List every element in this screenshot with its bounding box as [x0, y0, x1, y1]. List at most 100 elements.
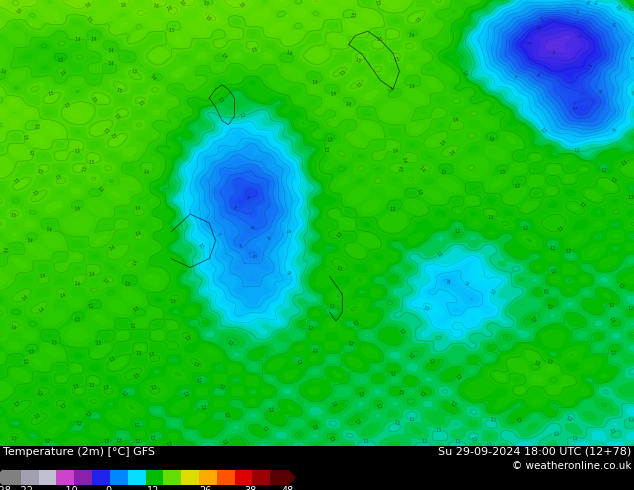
- Text: 13: 13: [148, 351, 157, 358]
- Text: 13: 13: [628, 195, 634, 200]
- Text: 14: 14: [149, 74, 157, 82]
- Text: 12: 12: [449, 400, 457, 408]
- Text: 10: 10: [539, 126, 547, 135]
- Text: -3: -3: [550, 50, 556, 55]
- Text: 10: 10: [197, 242, 205, 250]
- Text: 10: 10: [422, 305, 430, 312]
- Text: 12: 12: [328, 304, 336, 310]
- Bar: [39, 470, 56, 485]
- Text: 14: 14: [439, 139, 448, 147]
- Text: 12: 12: [226, 339, 235, 347]
- Text: 2: 2: [571, 105, 576, 109]
- Text: 12: 12: [219, 384, 226, 391]
- Text: 13: 13: [487, 136, 495, 143]
- Text: 14: 14: [108, 48, 115, 53]
- Text: 12: 12: [566, 248, 573, 254]
- Text: 14: 14: [135, 205, 141, 211]
- Text: 14: 14: [400, 156, 406, 164]
- Text: 13: 13: [336, 230, 344, 239]
- Text: 14: 14: [418, 166, 426, 174]
- Text: 13: 13: [335, 266, 342, 273]
- Text: 13: 13: [498, 170, 506, 175]
- Text: 13: 13: [13, 400, 22, 408]
- Text: 12: 12: [609, 317, 618, 324]
- Text: 11: 11: [573, 148, 580, 153]
- Text: 11: 11: [408, 417, 415, 422]
- Text: 12: 12: [546, 304, 553, 311]
- Text: -10: -10: [63, 487, 79, 490]
- Text: 13: 13: [74, 317, 82, 323]
- Text: 16: 16: [177, 0, 185, 7]
- Text: 13: 13: [133, 306, 141, 313]
- Text: 14: 14: [9, 324, 16, 331]
- Text: 13: 13: [415, 188, 422, 196]
- Text: 11: 11: [489, 417, 496, 423]
- Text: 16: 16: [166, 4, 174, 11]
- Text: 15: 15: [351, 11, 358, 19]
- Text: 15: 15: [110, 132, 119, 140]
- Text: 16: 16: [152, 3, 160, 9]
- Text: 13: 13: [170, 299, 177, 305]
- Text: 11: 11: [627, 5, 634, 12]
- Text: 14: 14: [21, 294, 30, 302]
- Text: 11: 11: [454, 439, 461, 444]
- Text: 12: 12: [608, 302, 615, 308]
- Text: 14: 14: [60, 70, 68, 77]
- Text: 14: 14: [133, 259, 139, 267]
- Text: 13: 13: [123, 281, 131, 288]
- Text: 12: 12: [223, 412, 229, 419]
- Text: 14: 14: [408, 32, 415, 40]
- Text: 12: 12: [376, 403, 384, 410]
- Text: 16: 16: [16, 6, 24, 14]
- Text: 13: 13: [620, 159, 628, 167]
- Text: 15: 15: [354, 57, 362, 64]
- Text: 6: 6: [611, 22, 616, 27]
- Text: 15: 15: [36, 169, 44, 176]
- Text: 12: 12: [391, 371, 398, 377]
- Text: 12: 12: [550, 246, 557, 251]
- Text: 15: 15: [131, 68, 138, 75]
- Text: 0: 0: [536, 25, 541, 31]
- Text: 13: 13: [150, 385, 158, 391]
- Text: 15: 15: [89, 160, 96, 165]
- Text: 12: 12: [311, 348, 318, 354]
- Bar: [145, 470, 164, 485]
- Text: 14: 14: [134, 230, 142, 237]
- Text: 11: 11: [436, 250, 444, 258]
- Text: 15: 15: [202, 0, 210, 8]
- Text: 5: 5: [574, 9, 579, 15]
- Text: 12: 12: [76, 420, 83, 426]
- Text: 13: 13: [103, 385, 110, 391]
- Text: 14: 14: [101, 277, 109, 286]
- Text: 12: 12: [541, 288, 547, 295]
- Text: 10: 10: [614, 3, 622, 12]
- Text: 14: 14: [39, 273, 46, 279]
- Text: 15: 15: [250, 47, 258, 52]
- Text: 14: 14: [89, 272, 96, 277]
- Text: 13: 13: [135, 351, 141, 356]
- Text: 12: 12: [358, 392, 366, 398]
- Text: -22: -22: [18, 487, 34, 490]
- Text: 12: 12: [351, 319, 358, 327]
- Text: 13: 13: [133, 372, 141, 380]
- Text: 11: 11: [552, 431, 560, 437]
- Text: 13: 13: [50, 340, 58, 345]
- Bar: [110, 470, 127, 485]
- Text: 13: 13: [609, 177, 618, 185]
- Text: 8: 8: [285, 228, 290, 232]
- Text: 9: 9: [612, 127, 618, 132]
- Bar: [181, 470, 199, 485]
- Text: 12: 12: [261, 425, 269, 433]
- Text: 1: 1: [588, 62, 594, 67]
- Text: 4: 4: [248, 224, 254, 230]
- Text: 15: 15: [22, 134, 27, 141]
- Bar: [199, 470, 217, 485]
- Text: 13: 13: [439, 169, 448, 176]
- Text: 13: 13: [488, 215, 495, 221]
- Bar: [74, 470, 92, 485]
- Text: 14: 14: [96, 186, 104, 194]
- Text: 12: 12: [166, 441, 174, 448]
- Text: 12: 12: [200, 405, 208, 411]
- Text: 0: 0: [105, 487, 111, 490]
- Text: 2: 2: [245, 195, 250, 201]
